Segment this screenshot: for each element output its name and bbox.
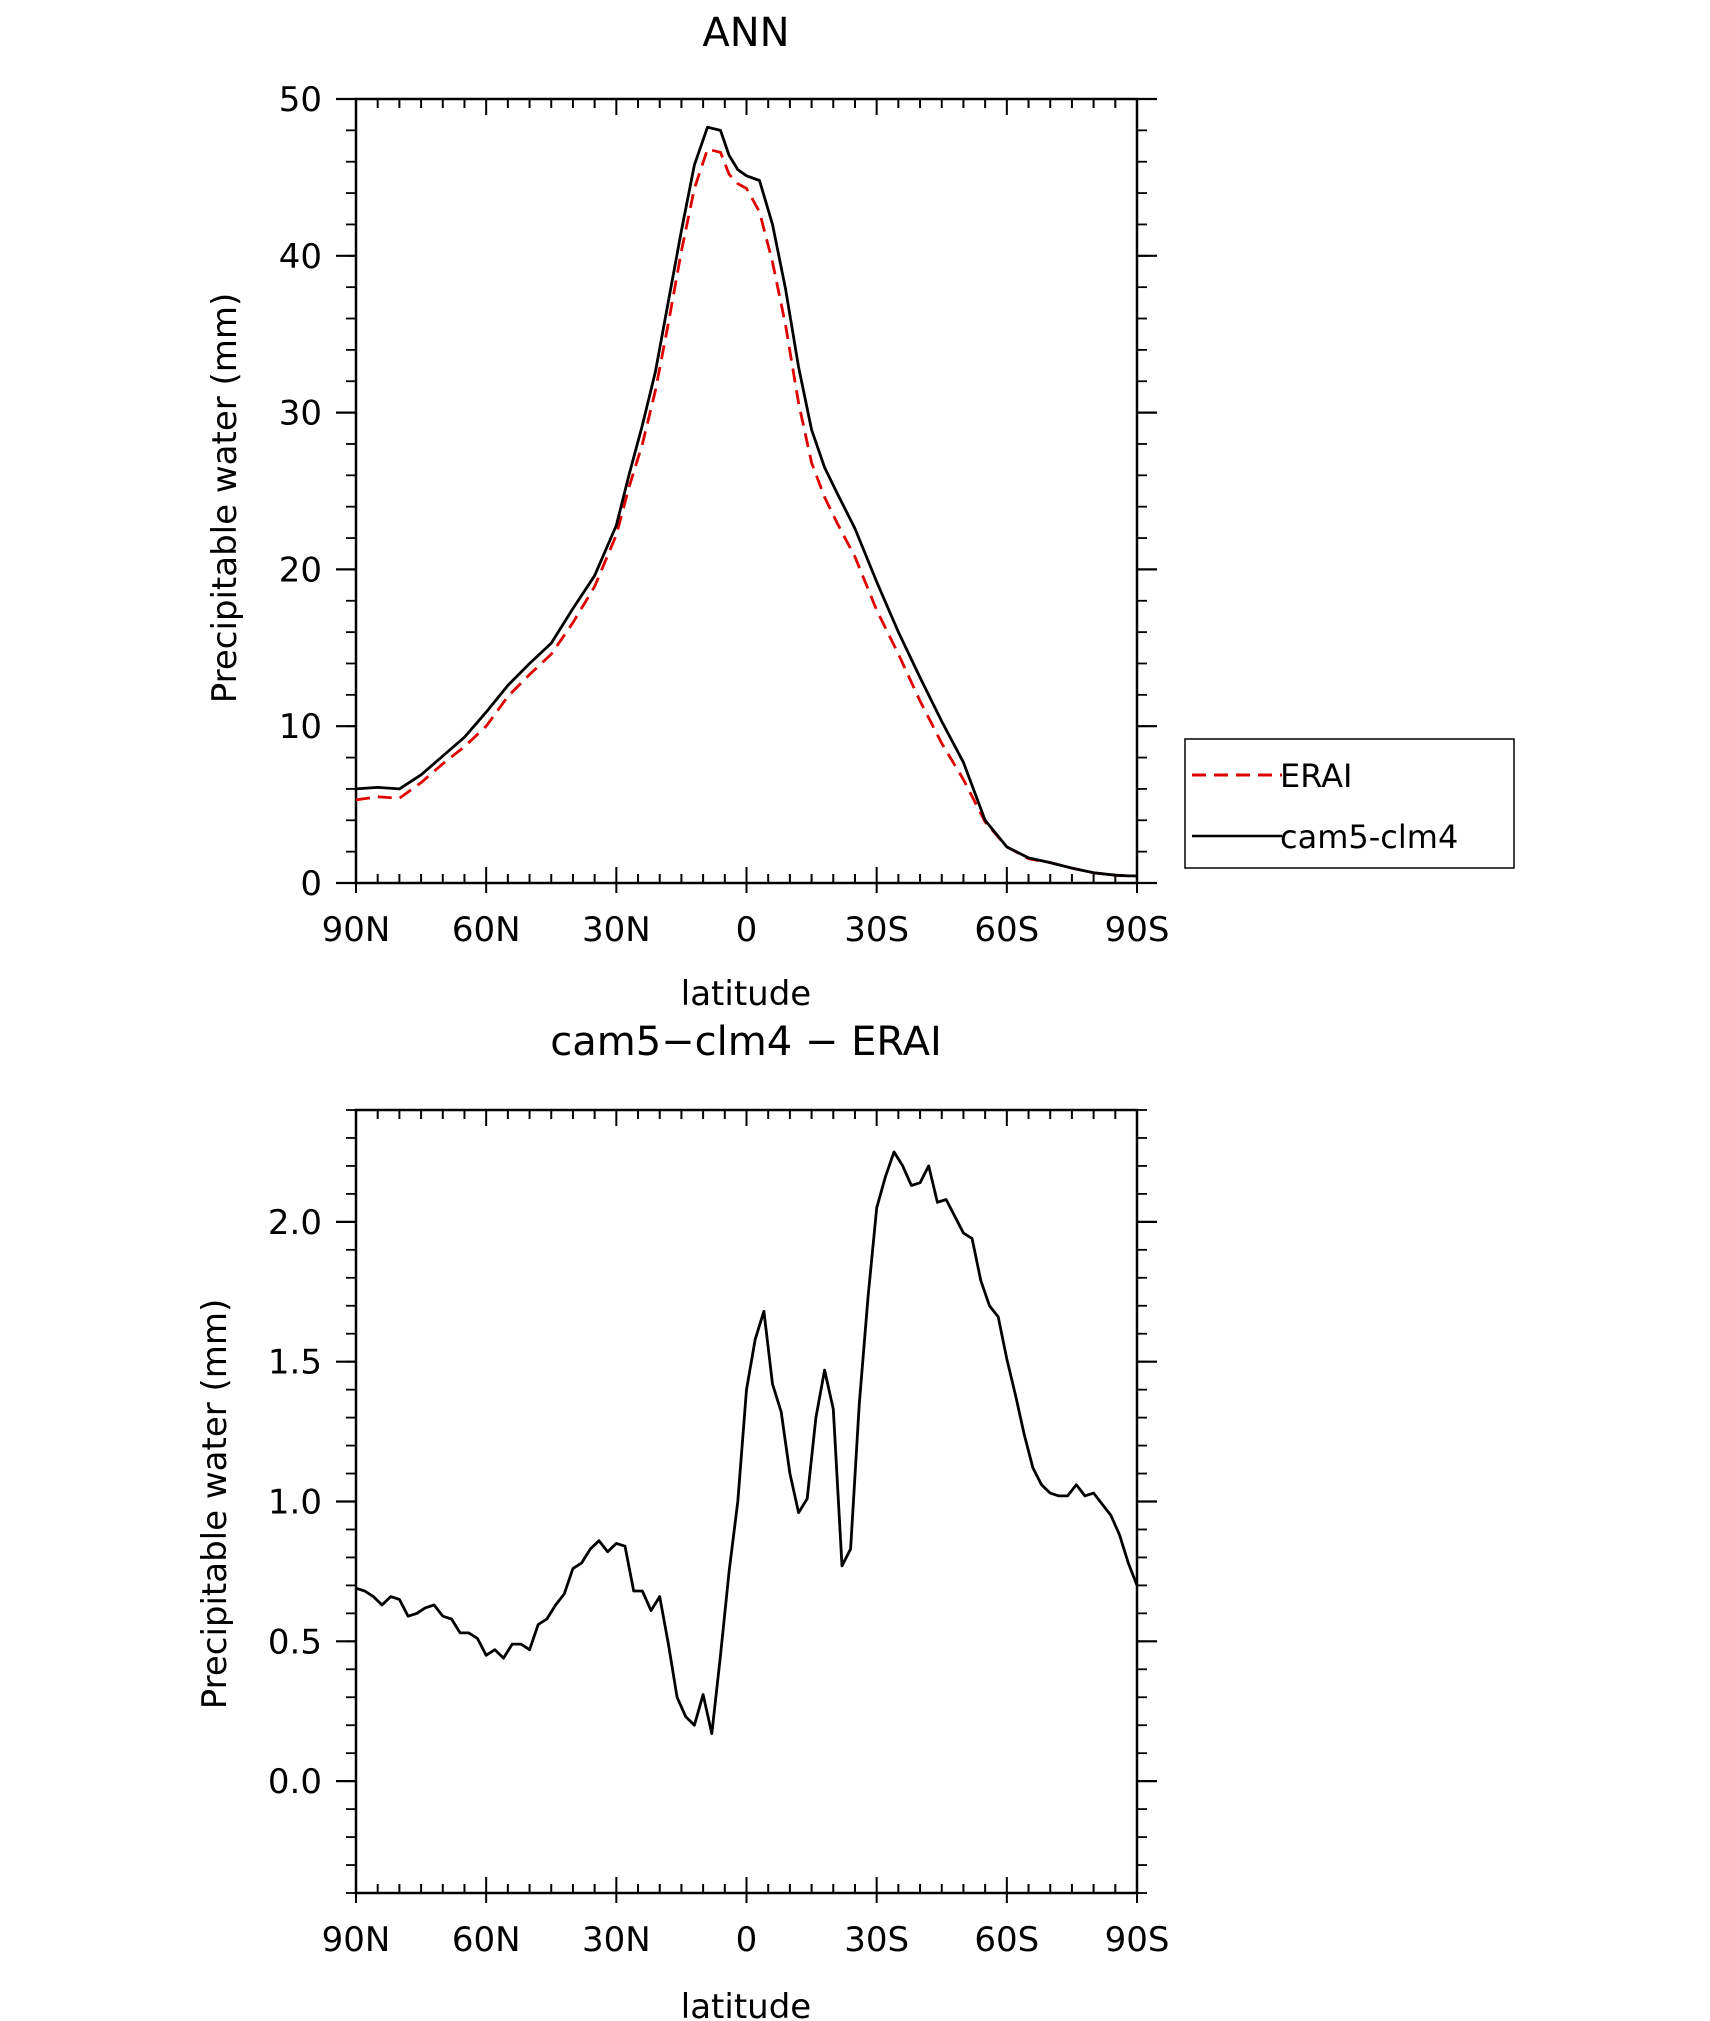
bottom-plot-frame	[354, 1108, 1139, 1895]
top-plot-frame	[354, 97, 1139, 885]
bottom-y-tick-label: 1.5	[268, 1343, 322, 1383]
top-series-cam5-clm4	[355, 125, 1137, 878]
bottom-y-axis-label: Precipitable water (mm)	[195, 1299, 235, 1710]
legend: ERAI cam5-clm4	[1184, 738, 1515, 869]
top-x-tick-label: 30N	[582, 910, 651, 950]
top-y-tick-label: 0	[300, 864, 322, 904]
legend-box	[1184, 738, 1515, 869]
legend-label-erai: ERAI	[1280, 757, 1352, 795]
bottom-series-0	[355, 1150, 1139, 1735]
bottom-y-tick-label: 1.0	[268, 1483, 322, 1523]
top-x-tick-label: 30S	[844, 910, 909, 950]
bottom-y-tick-label: 0.0	[268, 1762, 322, 1802]
bottom-x-tick-label: 30N	[582, 1920, 651, 1960]
top-x-tick-label: 60N	[452, 910, 521, 950]
bottom-chart-title: cam5−clm4 − ERAI	[550, 1019, 942, 1065]
top-y-tick-label: 30	[279, 394, 322, 434]
bottom-x-tick-label: 30S	[844, 1920, 909, 1960]
top-y-tick-label: 50	[279, 80, 322, 120]
top-series-erai	[355, 147, 1137, 878]
top-panel: ANN 0 10 20 30 40 50 90N 60N 30N 0 30S 60S 90S latit…	[205, 10, 1169, 1014]
bottom-x-tick-label: 60N	[452, 1920, 521, 1960]
bottom-y-tick-label: 2.0	[268, 1203, 322, 1243]
top-x-tick-label: 90S	[1105, 910, 1170, 950]
top-x-tick-label: 0	[736, 910, 758, 950]
bottom-x-tick-label: 90S	[1105, 1920, 1170, 1960]
bottom-x-tick-label: 0	[736, 1920, 758, 1960]
legend-label-cam5: cam5-clm4	[1280, 818, 1458, 856]
top-x-tick-label: 60S	[974, 910, 1039, 950]
bottom-x-axis-label: latitude	[681, 1987, 811, 2021]
top-y-tick-label: 20	[279, 550, 322, 590]
top-x-tick-label: 90N	[322, 910, 391, 950]
top-y-axis-label: Precipitable water (mm)	[205, 293, 245, 704]
bottom-x-tick-label: 90N	[322, 1920, 391, 1960]
top-x-axis-label: latitude	[681, 974, 811, 1014]
top-chart-title: ANN	[702, 10, 789, 56]
bottom-y-tick-label: 0.5	[268, 1622, 322, 1662]
bottom-x-tick-label: 60S	[974, 1920, 1039, 1960]
top-y-tick-label: 40	[279, 237, 322, 277]
top-y-tick-label: 10	[279, 707, 322, 747]
bottom-panel: cam5−clm4 − ERAI 0.0 0.5 1.0 1.5 2.0 90N 60N 30…	[195, 1019, 1169, 2021]
